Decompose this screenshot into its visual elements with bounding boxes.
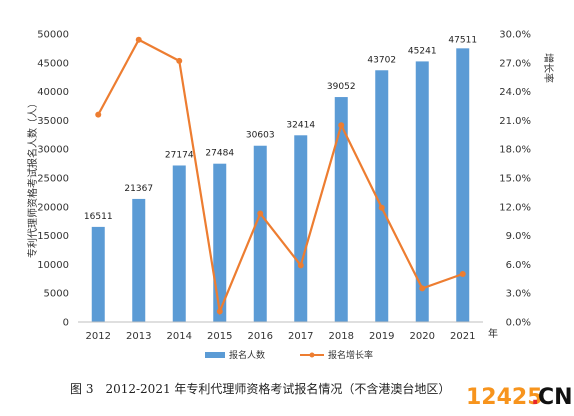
watermark-left: 12425 (466, 385, 543, 410)
y-axis-title: 专利代理师资格考试报名人数（人） (26, 98, 39, 258)
figure-caption: 图 3 2012-2021 年专利代理师资格考试报名情况（不含港澳台地区） (70, 381, 450, 396)
y-tick-label: 20000 (37, 202, 69, 213)
y2-tick-label: 12.0% (499, 202, 531, 213)
data-label: 45241 (408, 46, 437, 56)
bar (415, 61, 429, 323)
watermark: 12425 . CN (466, 385, 573, 410)
growth-point (338, 122, 345, 129)
x-tick-label: 2018 (329, 331, 354, 342)
growth-point (378, 204, 385, 211)
growth-point (176, 57, 183, 64)
x-tick-label: 2020 (410, 331, 435, 342)
y2-tick-label: 27.0% (499, 58, 531, 69)
growth-point (216, 308, 223, 315)
bar (456, 48, 470, 322)
growth-point (419, 285, 426, 292)
bar (91, 226, 105, 322)
growth-point (459, 271, 466, 277)
y2-tick-label: 3.0% (506, 289, 531, 300)
x-tick-label: 2012 (86, 331, 111, 342)
legend-label-line: 报名增长率 (328, 349, 373, 361)
axes: 0 5000 10000 15000 20000 25000 30000 35000 40000… (37, 30, 531, 343)
y2-tick-label: 30.0% (499, 30, 531, 41)
y2-tick-label: 18.0% (499, 145, 531, 156)
x-tick-label: 2017 (288, 331, 313, 342)
y-tick-label: 30000 (37, 145, 69, 156)
data-label: 21367 (124, 184, 153, 194)
bar-data-labels: 16511 21367 27174 27484 30603 32414 39052 43702… (84, 35, 477, 222)
y-tick-label: 10000 (37, 260, 69, 271)
y2-tick-label: 6.0% (506, 260, 531, 271)
y2-tick-label: 21.0% (499, 116, 531, 127)
growth-line-series (95, 36, 466, 316)
y-tick-label: 40000 (37, 87, 69, 98)
growth-point (95, 111, 102, 118)
y-tick-label: 50000 (37, 30, 69, 41)
legend: 报名人数 报名增长率 (205, 349, 373, 361)
y2-tick-label: 15.0% (499, 174, 531, 185)
growth-line (97, 38, 464, 316)
bar (213, 163, 227, 322)
x-tick-label: 2015 (207, 331, 232, 342)
y2-tick-label: 9.0% (506, 231, 531, 242)
bar (334, 97, 348, 322)
watermark-right: CN (538, 385, 573, 410)
bar (172, 165, 186, 322)
data-label: 39052 (327, 82, 356, 92)
data-label: 32414 (286, 120, 315, 130)
data-label: 43702 (367, 55, 396, 65)
y2-tick-label: 0.0% (506, 318, 531, 329)
y-tick-label: 25000 (37, 174, 69, 185)
data-label: 27174 (165, 150, 194, 160)
x-tick-label: 2019 (369, 331, 394, 342)
y2-tick-label: 24.0% (499, 87, 531, 98)
data-label: 27484 (205, 149, 234, 159)
bar (253, 145, 267, 322)
data-label: 16511 (84, 212, 113, 222)
y-tick-label: 35000 (37, 116, 69, 127)
legend-label-bar: 报名人数 (229, 349, 265, 361)
x-tick-label: 2013 (126, 331, 151, 342)
bar (132, 198, 146, 322)
x-tick-label: 2014 (167, 331, 192, 342)
data-label: 30603 (246, 131, 275, 141)
y-tick-label: 0 (63, 318, 69, 329)
y-tick-label: 15000 (37, 231, 69, 242)
data-label-highlight: 47511 (448, 35, 477, 45)
growth-point (135, 36, 142, 43)
x-axis-unit: 年 (488, 327, 498, 340)
growth-point (297, 262, 304, 269)
x-tick-label: 2021 (450, 331, 475, 342)
bar (375, 70, 389, 322)
y-tick-label: 5000 (44, 289, 69, 300)
legend-swatch-bar (205, 352, 225, 358)
bar (294, 135, 308, 322)
y-tick-label: 45000 (37, 58, 69, 69)
growth-point (257, 210, 264, 217)
y2-axis-title: 增长率 (542, 53, 555, 83)
watermark-dot: . (531, 385, 539, 410)
bar-series (91, 48, 470, 323)
x-tick-label: 2016 (248, 331, 273, 342)
legend-swatch-marker (309, 352, 315, 358)
